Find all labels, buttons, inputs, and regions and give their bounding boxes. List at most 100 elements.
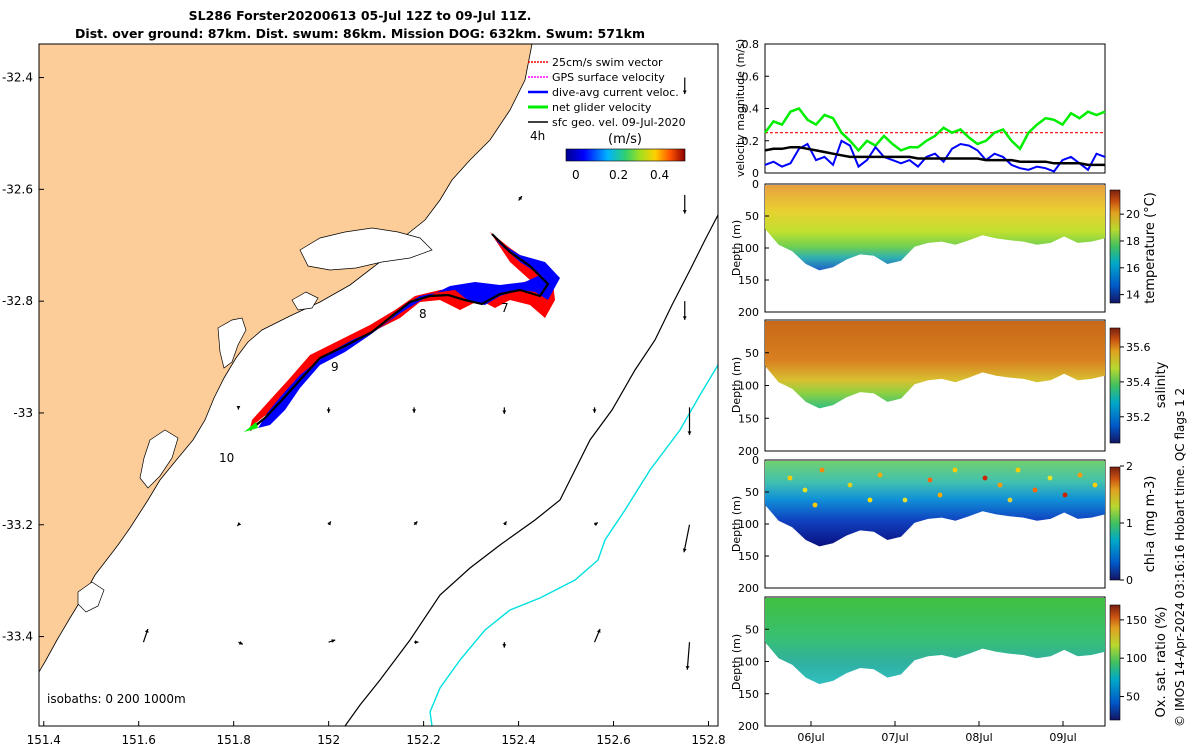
- velocity-series-line: [764, 107, 1106, 153]
- map-x-tick-label: 152.2: [406, 733, 440, 747]
- velocity-arrow: [518, 195, 523, 201]
- glider-track-line: [249, 233, 550, 431]
- track-label-8: 8: [419, 307, 427, 321]
- velocity-arrow-head: [682, 316, 687, 320]
- velocity-arrow-head: [518, 196, 522, 201]
- chl-a-hotspot: [802, 487, 808, 493]
- chl-a-hotspot: [1015, 467, 1021, 473]
- map-x-tick-label: 152.8: [691, 733, 725, 747]
- velocity-arrow: [682, 524, 691, 553]
- track-label-10: 10: [219, 451, 234, 465]
- section-y-tick-label: 200: [738, 720, 759, 733]
- velocity-y-tick-label: 0: [752, 167, 759, 180]
- velocity-arrow-head: [502, 644, 507, 648]
- velocity-arrow-head: [682, 548, 687, 553]
- velocity-arrow: [413, 521, 418, 526]
- chl-a-hotspot: [877, 472, 883, 478]
- temperature-panel: temperature (°C) Depth (m): [730, 183, 1158, 313]
- chl-a-hotspot: [1032, 487, 1038, 493]
- velocity-arrow-head: [237, 522, 242, 526]
- chl-a-colorbar: [1109, 466, 1121, 581]
- glider-track-current-vectors: [258, 240, 560, 428]
- velocity-arrow: [238, 641, 244, 645]
- section-y-tick-label: 150: [738, 550, 759, 563]
- section-y-tick-label: 0: [752, 454, 759, 467]
- oxygen-panel: Ox. sat. ratio (%) Depth (m): [730, 596, 1169, 727]
- isobath-1000m: [429, 364, 718, 726]
- map-x-tick-label: 151.6: [122, 733, 156, 747]
- colorbar-tick-label: 14: [1126, 289, 1140, 302]
- salinity-colorbar-label: salinity: [1154, 361, 1169, 408]
- colorbar-tick-label: 35.2: [1126, 411, 1151, 424]
- velocity-arrow: [326, 407, 331, 413]
- velocity-arrow: [682, 301, 687, 320]
- lake-4: [77, 581, 105, 613]
- section-y-tick-label: 150: [738, 412, 759, 425]
- chl-a-hotspot: [927, 477, 933, 483]
- velocity-arrow-head: [685, 665, 690, 670]
- section-y-tick-label: 100: [738, 518, 759, 531]
- section-y-tick-label: 0: [752, 178, 759, 191]
- velocity-arrow-head: [238, 641, 243, 645]
- map-y-tick-label: -32.4: [2, 71, 33, 85]
- velocity-arrow: [502, 642, 507, 648]
- legend-sfc-geo-vel: sfc geo. vel. 09-Jul-2020: [552, 116, 686, 129]
- velocity-arrow-head: [236, 406, 241, 410]
- map-x-tick-label: 152.6: [596, 733, 630, 747]
- velocity-arrow: [682, 194, 687, 214]
- velocity-arrow: [414, 640, 419, 645]
- chl-a-hotspot: [1047, 475, 1053, 481]
- map-x-tick-label: 152: [317, 733, 340, 747]
- velocity-arrow-head: [326, 409, 331, 413]
- velocity-arrow: [502, 407, 507, 414]
- map-x-axis: 151.4 151.6 151.8 152 152.2 152.4 152.6 152.8: [27, 721, 726, 747]
- chl-a-hotspot: [1092, 482, 1098, 488]
- section-y-tick-label: 100: [738, 656, 759, 669]
- section-y-tick-label: 200: [738, 445, 759, 458]
- velocity-arrow: [236, 406, 241, 410]
- isobaths-label: isobaths: 0 200 1000m: [47, 692, 186, 706]
- colorbar-tick-label: 20: [1126, 208, 1140, 221]
- section-y-tick-label: 200: [738, 582, 759, 595]
- colorbar-tick-label: 2: [1126, 460, 1133, 473]
- velocity-arrow-head: [593, 522, 598, 527]
- velocity-arrow-head: [144, 628, 149, 633]
- velocity-series-line: [764, 139, 1106, 173]
- colorbar-tick-label: 35.4: [1126, 376, 1151, 389]
- velocity-arrow-shaft: [683, 524, 691, 553]
- colorbar-tick-label: 150: [1126, 614, 1147, 627]
- chl-a-hotspot: [812, 502, 818, 508]
- velocity-arrow-head: [412, 409, 417, 413]
- velocity-arrow-head: [596, 628, 601, 633]
- section-y-tick-label: 50: [745, 347, 759, 360]
- map-y-tick-label: -33.2: [2, 518, 33, 532]
- velocity-arrow-head: [592, 409, 597, 413]
- imos-credit: © IMOS 14-Apr-2024 03:16:16 Hobart time.…: [1173, 387, 1187, 727]
- section-y-tick-label: 50: [745, 623, 759, 636]
- chl-a-hotspot: [902, 497, 908, 503]
- chl-a-hotspots: [787, 467, 1098, 508]
- velocity-arrow-head: [327, 521, 331, 526]
- legend-net-glider-velocity: net glider velocity: [552, 101, 652, 114]
- lake-3: [139, 429, 179, 489]
- velocity-arrow-shaft: [686, 642, 691, 670]
- temperature-ylabel: Depth (m): [730, 220, 743, 276]
- map-x-tick-label: 151.8: [216, 733, 250, 747]
- legend-swim-vector: 25cm/s swim vector: [552, 56, 663, 69]
- map-x-tick-label: 151.4: [27, 733, 61, 747]
- velocity-y-tick-label: 0.6: [742, 70, 760, 83]
- map-colorbar: (m/s) 0 0.2 0.4: [565, 132, 686, 182]
- velocity-arrow-head: [682, 90, 687, 95]
- legend-gps-velocity: GPS surface velocity: [552, 71, 665, 84]
- velocity-arrow: [682, 77, 687, 95]
- chl-a-hotspot: [1007, 497, 1013, 503]
- track-label-9: 9: [331, 360, 339, 374]
- colorbar-tick-label: 18: [1126, 235, 1140, 248]
- velocity-arrow-head: [502, 521, 507, 526]
- velocity-y-axis: 0 0.2 0.4 0.6 0.8: [742, 38, 769, 180]
- section-y-tick-label: 100: [738, 242, 759, 255]
- map-x-tick-label: 152.4: [501, 733, 535, 747]
- map-frame: [38, 43, 719, 727]
- map-legend: 25cm/s swim vector GPS surface velocity …: [528, 56, 686, 129]
- map-y-tick-label: -33: [13, 406, 33, 420]
